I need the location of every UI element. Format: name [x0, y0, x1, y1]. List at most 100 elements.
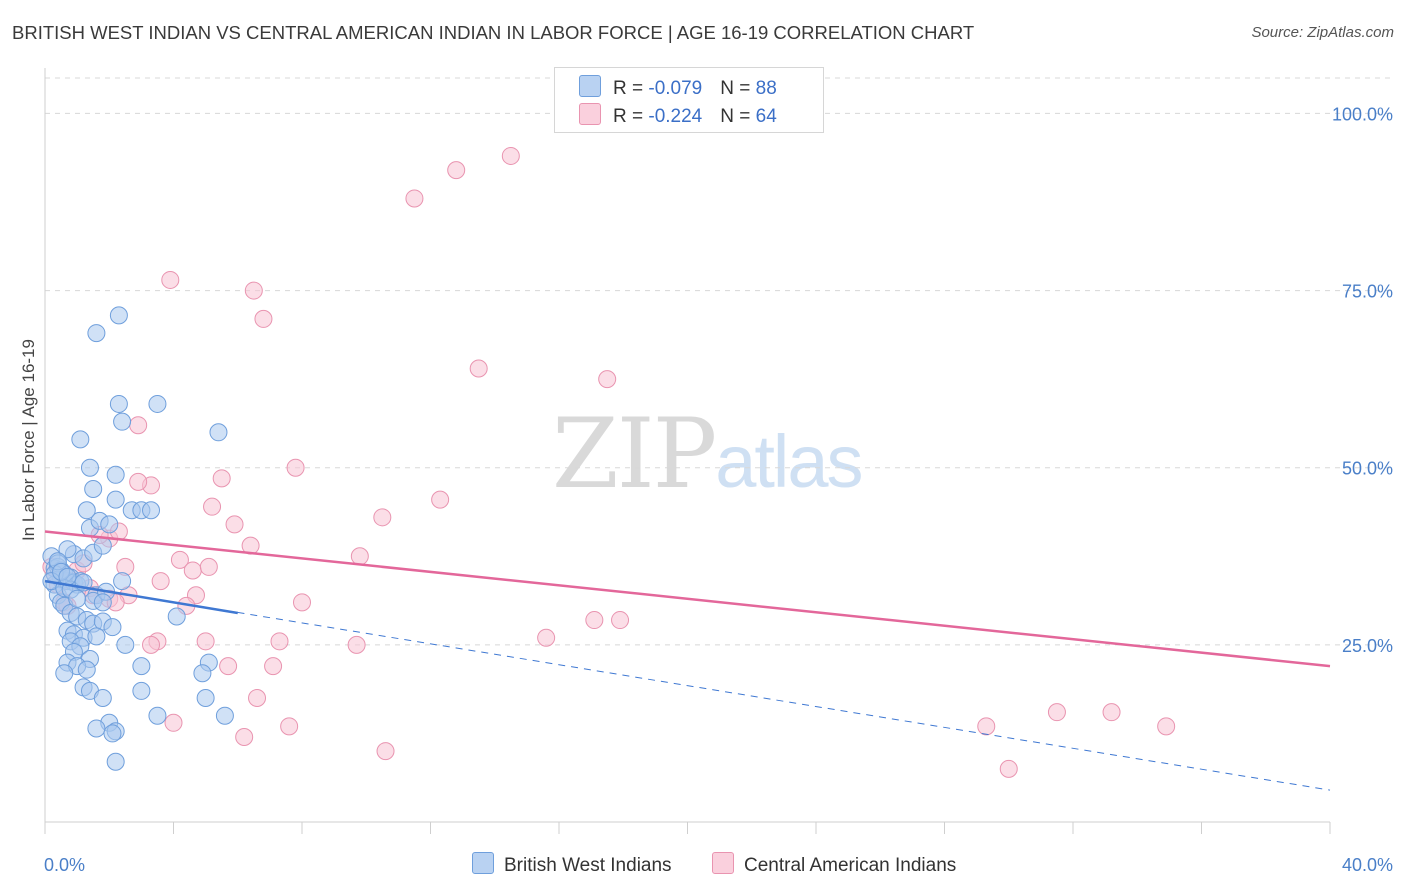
y-tick-label: 75.0% — [1342, 282, 1393, 302]
point-british-west-indian — [68, 589, 87, 608]
point-central-american-indian — [183, 561, 202, 580]
y-axis-label: In Labor Force | Age 16-19 — [19, 339, 38, 541]
watermark-atlas: atlas — [715, 420, 863, 503]
point-central-american-indian — [1102, 703, 1121, 722]
grid-lines — [45, 77, 1395, 646]
point-british-west-indian — [215, 706, 234, 725]
point-british-west-indian — [132, 681, 151, 700]
point-british-west-indian — [113, 572, 132, 591]
watermark-zip: ZIP — [552, 398, 717, 510]
trend-line-central-american-indian — [44, 530, 1331, 668]
legend-n-value: 88 — [755, 78, 777, 99]
y-tick-label: 50.0% — [1342, 459, 1393, 479]
point-central-american-indian — [199, 557, 218, 576]
watermark: ZIPatlas — [552, 398, 864, 510]
bottom-legend-swatch-blue — [472, 852, 494, 874]
point-central-american-indian — [469, 359, 488, 378]
y-tick-label: 100.0% — [1332, 104, 1393, 124]
point-british-west-indian — [148, 706, 167, 725]
point-british-west-indian — [93, 689, 112, 707]
point-british-west-indian — [77, 660, 96, 679]
point-central-american-indian — [373, 508, 392, 527]
bottom-legend-label: British West Indians — [504, 855, 672, 876]
point-central-american-indian — [977, 717, 996, 736]
point-central-american-indian — [248, 689, 267, 707]
point-central-american-indian — [585, 611, 604, 630]
point-central-american-indian — [270, 632, 289, 651]
legend-r-value: -0.079 — [648, 78, 703, 99]
point-central-american-indian — [598, 370, 617, 389]
point-central-american-indian — [254, 309, 273, 328]
x-tick-label: 40.0% — [1342, 855, 1393, 875]
point-central-american-indian — [293, 593, 311, 612]
point-british-west-indian — [142, 501, 161, 520]
legend-r-label: R = — [613, 106, 649, 127]
point-british-west-indian — [106, 465, 125, 484]
point-british-west-indian — [71, 430, 90, 449]
point-central-american-indian — [244, 281, 263, 300]
point-central-american-indian — [129, 416, 148, 435]
legend-row-blue: R = -0.079 N = 88 — [579, 75, 777, 101]
point-british-west-indian — [100, 515, 119, 534]
legend-row-pink: R = -0.224 N = 64 — [579, 103, 777, 129]
point-british-west-indian — [196, 689, 215, 707]
trend-line-british-west-indian — [44, 579, 238, 615]
axes — [44, 68, 1331, 834]
source-label: Source: ZipAtlas.com — [1251, 24, 1394, 41]
bottom-legend-item-pink: Central American Indians — [712, 852, 956, 877]
point-british-west-indian — [93, 593, 112, 612]
trend-line-extension-british-west-indian — [44, 580, 1331, 791]
point-british-west-indian — [58, 540, 77, 559]
point-central-american-indian — [235, 727, 254, 746]
point-british-west-indian — [80, 458, 99, 477]
point-central-american-indian — [537, 628, 556, 647]
point-british-west-indian — [113, 412, 132, 431]
point-central-american-indian — [447, 161, 466, 180]
point-british-west-indian — [93, 536, 112, 555]
chart-title: BRITISH WEST INDIAN VS CENTRAL AMERICAN … — [12, 22, 975, 43]
point-central-american-indian — [1047, 703, 1066, 722]
point-central-american-indian — [405, 189, 424, 208]
legend-swatch-pink — [579, 103, 601, 125]
point-central-american-indian — [161, 270, 180, 289]
point-central-american-indian — [196, 632, 215, 651]
point-british-west-indian — [167, 607, 186, 626]
point-british-west-indian — [103, 724, 122, 743]
point-central-american-indian — [501, 146, 520, 165]
point-central-american-indian — [212, 469, 231, 488]
bottom-legend-item-blue: British West Indians — [472, 852, 672, 877]
legend-n-value: 64 — [755, 106, 777, 127]
trend-lines — [44, 530, 1331, 791]
point-british-west-indian — [132, 657, 151, 676]
point-central-american-indian — [999, 759, 1018, 778]
x-tick-label: 0.0% — [44, 855, 85, 875]
legend-n-label: N = — [720, 78, 756, 99]
point-british-west-indian — [209, 423, 228, 442]
point-british-west-indian — [193, 664, 212, 683]
point-central-american-indian — [151, 572, 170, 591]
point-british-west-indian — [77, 501, 96, 520]
tick-labels: 25.0% 50.0% 75.0% 100.0% 0.0% 40.0% In Labor F… — [19, 104, 1393, 875]
point-british-west-indian — [103, 618, 122, 637]
point-central-american-indian — [142, 635, 161, 654]
point-central-american-indian — [347, 635, 366, 654]
point-british-west-indian — [106, 490, 125, 509]
point-british-west-indian — [87, 324, 106, 343]
point-central-american-indian — [611, 611, 630, 630]
point-british-west-indian — [84, 479, 103, 498]
point-british-west-indian — [87, 627, 106, 646]
point-central-american-indian — [203, 497, 222, 516]
point-central-american-indian — [286, 458, 305, 477]
point-central-american-indian — [170, 550, 189, 569]
legend-r-value: -0.224 — [648, 106, 703, 127]
point-central-american-indian — [280, 717, 299, 736]
y-tick-label: 25.0% — [1342, 636, 1393, 656]
point-british-west-indian — [109, 394, 128, 413]
point-central-american-indian — [376, 742, 395, 761]
bottom-legend-label: Central American Indians — [744, 855, 957, 876]
bottom-legend-swatch-pink — [712, 852, 734, 874]
point-british-west-indian — [87, 719, 106, 738]
legend-r-label: R = — [613, 78, 649, 99]
point-central-american-indian — [1157, 717, 1176, 736]
